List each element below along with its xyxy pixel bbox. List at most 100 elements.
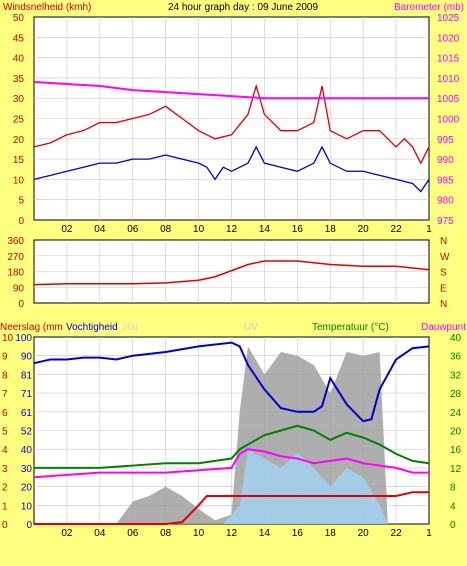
barometer-tick-label: 995	[437, 135, 454, 146]
barometer-tick-label: 980	[437, 196, 454, 207]
hour-tick-label: 14	[259, 528, 271, 539]
barometer-tick-label: 1015	[437, 54, 460, 65]
hour-tick-label: 10	[193, 224, 205, 235]
temperature-tick-label: 28	[450, 389, 462, 400]
barometer-tick-label: 975	[437, 216, 454, 227]
wind-tick-label: 40	[13, 54, 25, 65]
wind-tick-label: 45	[13, 33, 25, 44]
wind-axis-title: Windsnelheid (kmh)	[3, 2, 91, 13]
series-neerslag	[34, 491, 429, 525]
hour-tick-label: 1	[426, 224, 432, 235]
rain-tick-label: 0	[2, 520, 8, 531]
series-vochtigheid	[33, 341, 430, 423]
hour-tick-label: 04	[94, 528, 106, 539]
wind-tick-label: 0	[18, 216, 24, 227]
rain-tick-label: 2	[2, 483, 8, 494]
wind-tick-label: 25	[13, 115, 25, 126]
barometer-tick-label: 1000	[437, 115, 460, 126]
temperature-tick-label: 40	[450, 333, 462, 344]
hour-tick-label: 14	[259, 224, 271, 235]
humidity-tick-label: 20	[21, 483, 33, 494]
series-uv-area	[34, 449, 429, 524]
hour-tick-label: 10	[193, 528, 205, 539]
series-barometer	[33, 80, 429, 100]
hour-tick-label: 16	[292, 224, 304, 235]
hour-tick-label: 18	[325, 224, 337, 235]
wind-tick-label: 15	[13, 155, 25, 166]
barometer-tick-label: 990	[437, 155, 454, 166]
rain-tick-label: 6	[2, 408, 8, 419]
rain-tick-label: 5	[2, 427, 8, 438]
humidity-tick-label: 0	[26, 520, 32, 531]
humidity-tick-label: 52	[21, 427, 33, 438]
compass-tick-label: N	[440, 299, 447, 310]
direction-tick-label: 0	[18, 299, 24, 310]
hour-tick-label: 06	[127, 528, 139, 539]
wind-tick-label: 5	[18, 196, 24, 207]
hour-tick-label: 16	[292, 528, 304, 539]
barometer-tick-label: 1020	[437, 33, 460, 44]
humidity-tick-label: 61	[21, 408, 33, 419]
temperature-tick-label: 4	[450, 501, 456, 512]
temperature-axis-title: Temperatuur (°C)	[312, 322, 389, 333]
humidity-tick-label: 81	[21, 370, 33, 381]
line-series	[33, 80, 430, 525]
temperature-tick-label: 8	[450, 483, 456, 494]
hour-tick-label: 20	[358, 224, 370, 235]
wind-tick-label: 20	[13, 135, 25, 146]
humidity-tick-label: 10	[21, 501, 33, 512]
humidity-tick-label: 71	[21, 389, 33, 400]
rain-tick-label: 10	[2, 333, 14, 344]
rain-tick-label: 9	[2, 352, 8, 363]
humidity-tick-label: 30	[21, 464, 33, 475]
tick-labels: 0510152025303540455097598098599099510001…	[2, 13, 462, 539]
series-wind-direction	[33, 260, 430, 286]
compass-tick-label: N	[440, 236, 447, 247]
series-windsnelheid	[33, 83, 430, 165]
humidity-axis-title: Vochtigheid	[66, 322, 118, 333]
barometer-tick-label: 985	[437, 175, 454, 186]
temperature-tick-label: 16	[450, 445, 462, 456]
compass-tick-label: S	[440, 268, 447, 279]
rain-tick-label: 1	[2, 501, 8, 512]
hour-tick-label: 02	[61, 528, 73, 539]
barometer-tick-label: 1010	[437, 74, 460, 85]
humidity-tick-label: 100	[15, 333, 32, 344]
hour-tick-label: 04	[94, 224, 106, 235]
direction-tick-label: 90	[13, 283, 25, 294]
series-solar-area	[34, 346, 429, 524]
series-temperatuur	[34, 424, 430, 469]
dewpoint-axis-title: Dauwpunt	[421, 322, 466, 333]
barometer-axis-title: Barometer (mb)	[394, 2, 464, 13]
hour-tick-label: 20	[358, 528, 370, 539]
chart-title: 24 hour graph day : 09 June 2009	[168, 2, 319, 13]
hour-tick-label: 22	[391, 528, 403, 539]
series-gemiddeld	[33, 145, 430, 193]
wind-tick-label: 35	[13, 74, 25, 85]
solar-label: olar	[122, 322, 139, 333]
wind-tick-label: 10	[13, 175, 25, 186]
compass-tick-label: W	[440, 252, 450, 263]
hour-tick-label: 12	[226, 528, 238, 539]
direction-tick-label: 180	[7, 268, 24, 279]
temperature-tick-label: 20	[450, 427, 462, 438]
temperature-tick-label: 36	[450, 352, 462, 363]
temperature-tick-label: 32	[450, 370, 462, 381]
hour-tick-label: 02	[61, 224, 73, 235]
rain-tick-label: 3	[2, 464, 8, 475]
rain-axis-title: Neerslag (mm	[0, 322, 63, 333]
hour-tick-label: 08	[160, 224, 172, 235]
barometer-tick-label: 1025	[437, 13, 460, 24]
hour-tick-label: 06	[127, 224, 139, 235]
hour-tick-label: 18	[325, 528, 337, 539]
hour-tick-label: 12	[226, 224, 238, 235]
temperature-tick-label: 12	[450, 464, 462, 475]
humidity-tick-label: 90	[21, 352, 33, 363]
area-series	[34, 346, 429, 524]
barometer-tick-label: 1005	[437, 94, 460, 105]
humidity-tick-label: 40	[21, 445, 33, 456]
hour-tick-label: 22	[391, 224, 403, 235]
rain-tick-label: 7	[2, 389, 8, 400]
direction-tick-label: 360	[7, 236, 24, 247]
